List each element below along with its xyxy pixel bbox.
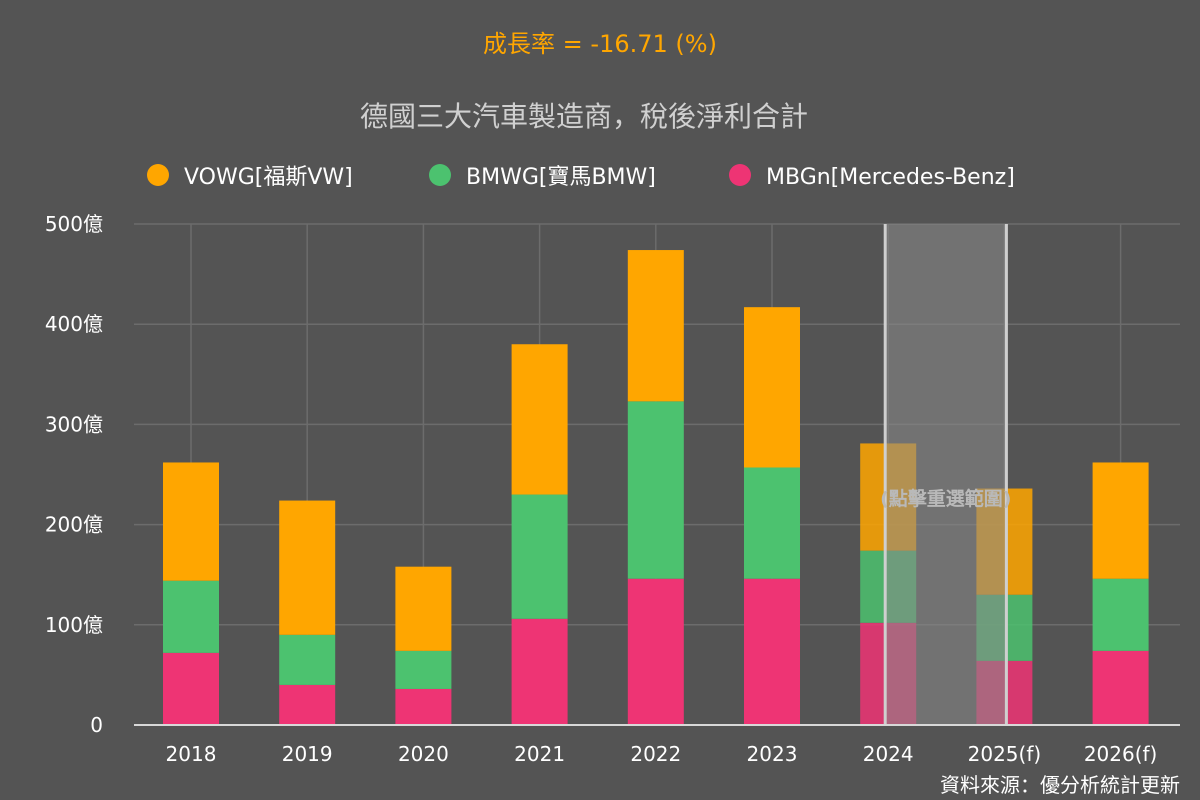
bar-segment-2021-0[interactable] [511, 618, 568, 725]
bar-segment-2020-0[interactable] [395, 688, 452, 725]
bar-segment-2018-2[interactable] [163, 462, 219, 581]
bar-segment-2021-1[interactable] [511, 494, 568, 619]
selection-overlay[interactable] [885, 224, 1007, 725]
bar-segment-2023-1[interactable] [744, 467, 800, 579]
x-tick-label: 2023 [747, 742, 798, 766]
legend-marker-mbgn [729, 164, 751, 186]
bar-segment-2022-0[interactable] [627, 578, 684, 725]
bar-segment-2020-2[interactable] [395, 566, 452, 651]
y-tick-label: 300億 [45, 412, 103, 436]
bar-segment-2026f-0[interactable] [1092, 650, 1149, 725]
legend-label-mbgn: MBGn[Mercedes-Benz] [766, 165, 1015, 190]
bar-segment-2019-1[interactable] [279, 634, 336, 685]
selection-range[interactable]: (點擊重選範圍) [880, 224, 1011, 725]
legend-marker-bmwg [429, 164, 451, 186]
source-note: 資料來源：優分析統計更新 [940, 773, 1180, 797]
chart-title: 德國三大汽車製造商，稅後淨利合計 [360, 100, 808, 133]
bar-segment-2022-2[interactable] [627, 250, 684, 402]
legend-item-vowg[interactable]: VOWG[福斯VW] [147, 164, 353, 190]
x-tick-label: 2020 [398, 742, 449, 766]
growth-rate-text: 成長率 = -16.71 (%) [483, 30, 717, 58]
legend-item-bmwg[interactable]: BMWG[寶馬BMW] [429, 164, 656, 190]
x-tick-label: 2024 [863, 742, 914, 766]
bar-segment-2018-0[interactable] [163, 652, 219, 725]
x-tick-label: 2026(f) [1084, 742, 1158, 766]
y-tick-label: 400億 [45, 312, 103, 336]
x-axis: 2018 2019 2020 2021 2022 2023 2024 2025(f) 2026(… [134, 724, 1180, 766]
x-tick-label: 2022 [630, 742, 681, 766]
y-tick-label: 500億 [45, 212, 103, 236]
legend-label-bmwg: BMWG[寶馬BMW] [466, 165, 656, 190]
legend: VOWG[福斯VW] BMWG[寶馬BMW] MBGn[Mercedes-Ben… [147, 164, 1015, 190]
bar-segment-2020-1[interactable] [395, 650, 452, 689]
bar-segment-2022-1[interactable] [627, 401, 684, 579]
y-axis: 0 100億 200億 300億 400億 500億 [45, 212, 103, 737]
bar-segment-2019-0[interactable] [279, 684, 336, 725]
y-tick-label: 100億 [45, 613, 103, 637]
legend-marker-vowg [147, 164, 169, 186]
bar-segment-2023-0[interactable] [744, 578, 800, 725]
x-tick-label: 2018 [166, 742, 217, 766]
legend-item-mbgn[interactable]: MBGn[Mercedes-Benz] [729, 164, 1015, 190]
x-tick-label: 2021 [514, 742, 565, 766]
y-tick-label: 0 [90, 713, 103, 737]
bar-segment-2019-2[interactable] [279, 500, 336, 635]
bar-segment-2021-2[interactable] [511, 344, 568, 495]
bar-segment-2018-1[interactable] [163, 580, 219, 653]
y-tick-label: 200億 [45, 513, 103, 537]
x-tick-label: 2025(f) [968, 742, 1042, 766]
legend-label-vowg: VOWG[福斯VW] [184, 165, 353, 190]
selection-label[interactable]: (點擊重選範圍) [880, 487, 1011, 510]
x-tick-label: 2019 [282, 742, 333, 766]
bar-segment-2026f-1[interactable] [1092, 578, 1149, 651]
bar-segment-2026f-2[interactable] [1092, 462, 1149, 579]
bar-segment-2023-2[interactable] [744, 307, 800, 468]
